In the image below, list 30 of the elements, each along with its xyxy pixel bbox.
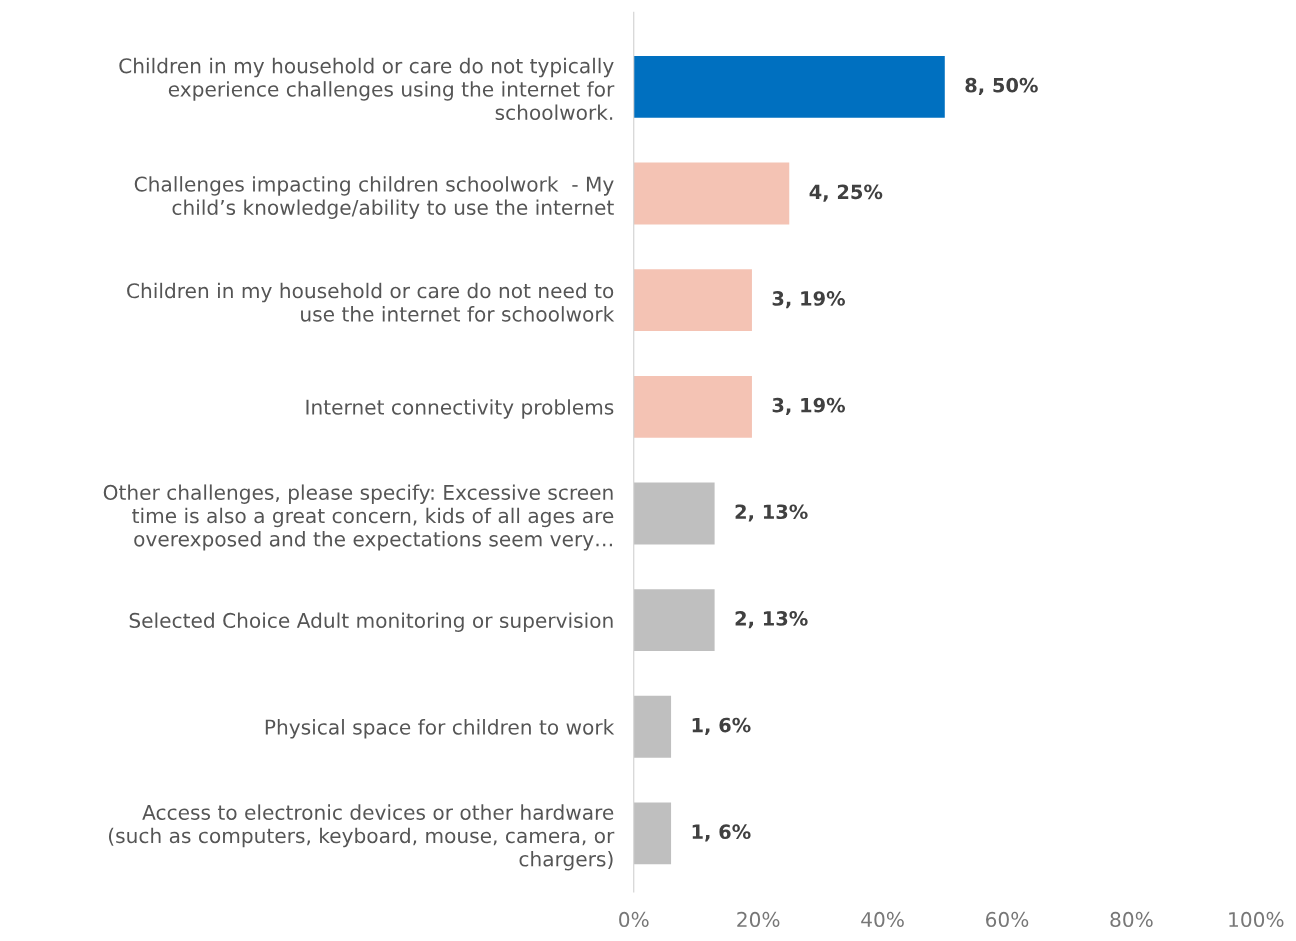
- data-label: 3, 19%: [772, 291, 845, 309]
- data-label: 4, 25%: [809, 184, 883, 202]
- y-tick-label: Other challenges, please specify: Excessive screen time is also a great concern, kids of all ages are overexposed and the expectations seem very…: [103, 484, 614, 551]
- bar: [633, 375, 752, 438]
- y-tick-label: Internet connectivity problems: [306, 399, 614, 419]
- bar: [633, 802, 672, 865]
- data-label: 2, 13%: [735, 611, 808, 629]
- data-label: 1, 6%: [692, 717, 751, 735]
- y-tick-label: Children in my household or care do not typically experience challenges using the internet for schoolwork.: [119, 57, 615, 121]
- y-tick-label: Selected Choice Adult monitoring or supervision: [129, 612, 613, 632]
- x-tick-label: 0%: [619, 911, 649, 928]
- data-label: 1, 6%: [692, 824, 751, 842]
- x-tick-label: 40%: [861, 911, 904, 928]
- x-tick-label: 60%: [986, 911, 1029, 928]
- y-tick-label: Children in my household or care do not need to use the internet for schoolwork: [127, 282, 615, 322]
- y-tick-label: Physical space for children to work: [265, 719, 615, 739]
- bar: [633, 55, 945, 118]
- data-label: 3, 19%: [772, 397, 845, 415]
- y-tick-label: Challenges impacting children schoolwork - My child’s knowledge/ability to use the internet: [134, 176, 614, 219]
- x-tick-label: 80%: [1110, 911, 1153, 928]
- data-label: 8, 50%: [965, 77, 1038, 96]
- x-tick-label: 100%: [1229, 911, 1284, 928]
- bar: [633, 269, 752, 332]
- x-tick-label: 20%: [737, 911, 780, 928]
- bar: [633, 162, 790, 225]
- bar: [633, 589, 715, 652]
- data-label: 2, 13%: [735, 504, 808, 522]
- bar: [633, 695, 672, 758]
- y-tick-label: Access to electronic devices or other hardware (such as computers, keyboard, mouse, camera, or chargers): [109, 804, 615, 871]
- bar: [633, 482, 715, 545]
